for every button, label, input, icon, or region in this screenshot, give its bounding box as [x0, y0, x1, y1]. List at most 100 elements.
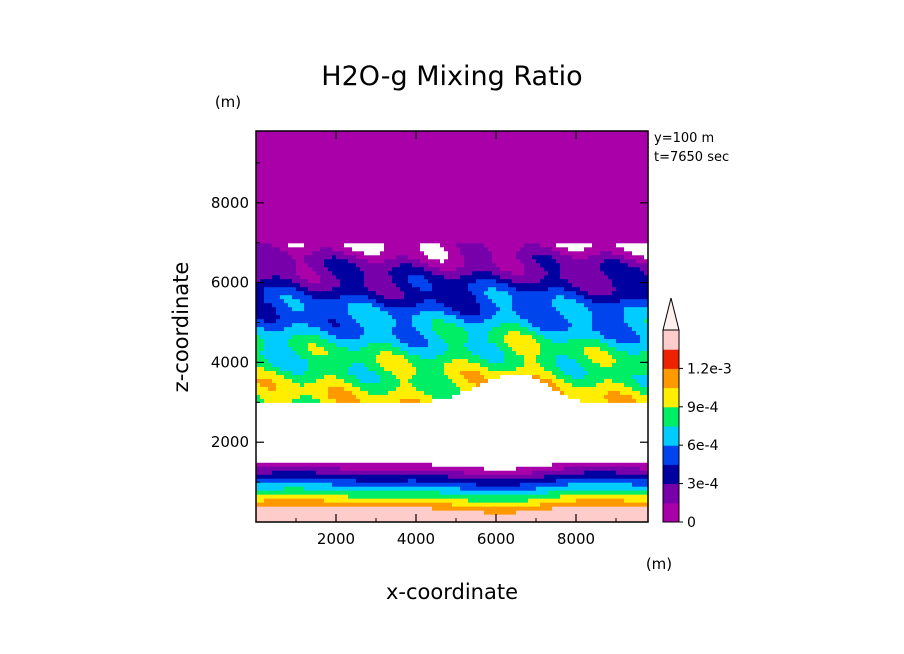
contour-cell — [396, 254, 401, 260]
contour-cell — [304, 322, 309, 328]
contour-cell — [300, 274, 305, 280]
contour-cell — [412, 158, 417, 164]
contour-cell — [428, 202, 433, 208]
contour-cell — [436, 434, 441, 439]
contour-cell — [412, 246, 417, 252]
contour-cell — [388, 338, 393, 344]
contour-cell — [328, 342, 333, 348]
contour-cell — [276, 418, 281, 423]
contour-cell — [324, 294, 329, 300]
contour-cell — [324, 414, 329, 419]
contour-cell — [432, 142, 437, 148]
contour-cell — [264, 322, 269, 328]
contour-cell — [416, 282, 421, 288]
contour-cell — [436, 462, 441, 467]
contour-cell — [408, 154, 413, 160]
contour-cell — [264, 294, 269, 300]
contour-cell — [352, 306, 357, 312]
contour-cell — [392, 206, 397, 212]
contour-cell — [384, 378, 389, 383]
contour-cell — [356, 170, 361, 176]
contour-cell — [260, 206, 265, 212]
contour-cell — [420, 330, 425, 336]
contour-cell — [428, 150, 433, 156]
contour-cell — [324, 254, 329, 260]
contour-cell — [296, 410, 301, 415]
contour-cell — [324, 226, 329, 232]
contour-cell — [340, 242, 345, 248]
contour-cell — [456, 170, 461, 176]
contour-cell — [376, 414, 381, 419]
contour-cell — [268, 462, 273, 467]
contour-cell — [412, 382, 417, 387]
contour-cell — [408, 246, 413, 252]
contour-cell — [396, 450, 401, 455]
contour-cell — [400, 238, 405, 244]
contour-cell — [324, 506, 329, 511]
contour-cell — [396, 366, 401, 371]
contour-cell — [348, 318, 353, 324]
contour-cell — [296, 362, 301, 367]
contour-cell — [424, 474, 429, 479]
contour-cell — [280, 238, 285, 244]
contour-cell — [336, 242, 341, 248]
contour-cell — [400, 434, 405, 439]
contour-cell — [452, 470, 457, 475]
contour-cell — [372, 450, 377, 455]
contour-cell — [424, 362, 429, 367]
contour-cell — [328, 422, 333, 427]
contour-cell — [376, 478, 381, 483]
contour-cell — [328, 146, 333, 152]
contour-cell — [312, 234, 317, 240]
contour-cell — [352, 150, 357, 156]
contour-cell — [264, 370, 269, 375]
contour-cell — [320, 486, 325, 491]
contour-cell — [440, 470, 445, 475]
contour-cell — [276, 402, 281, 407]
contour-cell — [356, 334, 361, 340]
contour-cell — [296, 150, 301, 156]
contour-cell — [444, 366, 449, 371]
contour-cell — [356, 454, 361, 459]
contour-cell — [304, 498, 309, 503]
contour-cell — [308, 470, 313, 475]
contour-cell — [320, 310, 325, 316]
contour-cell — [384, 470, 389, 475]
contour-cell — [260, 366, 265, 371]
contour-cell — [348, 414, 353, 419]
contour-cell — [404, 170, 409, 176]
contour-cell — [352, 242, 357, 248]
contour-cell — [360, 338, 365, 344]
contour-cell — [308, 302, 313, 308]
contour-cell — [388, 186, 393, 192]
contour-cell — [336, 458, 341, 463]
contour-cell — [348, 342, 353, 348]
contour-cell — [316, 194, 321, 200]
contour-cell — [328, 314, 333, 320]
contour-cell — [352, 370, 357, 375]
contour-cell — [388, 230, 393, 236]
contour-cell — [392, 470, 397, 475]
contour-cell — [280, 486, 285, 491]
contour-cell — [456, 238, 461, 244]
contour-cell — [296, 246, 301, 252]
contour-cell — [400, 390, 405, 395]
contour-cell — [440, 162, 445, 168]
contour-cell — [296, 490, 301, 495]
contour-cell — [400, 150, 405, 156]
contour-cell — [420, 398, 425, 403]
contour-cell — [376, 238, 381, 244]
contour-cell — [272, 270, 277, 276]
contour-cell — [320, 470, 325, 475]
contour-cell — [364, 446, 369, 451]
contour-cell — [296, 146, 301, 152]
contour-cell — [396, 342, 401, 348]
contour-cell — [312, 238, 317, 244]
contour-cell — [452, 322, 457, 328]
contour-cell — [352, 342, 357, 348]
contour-cell — [260, 502, 265, 507]
contour-cell — [260, 166, 265, 172]
contour-cell — [376, 338, 381, 344]
contour-cell — [264, 146, 269, 152]
contour-cell — [264, 258, 269, 264]
